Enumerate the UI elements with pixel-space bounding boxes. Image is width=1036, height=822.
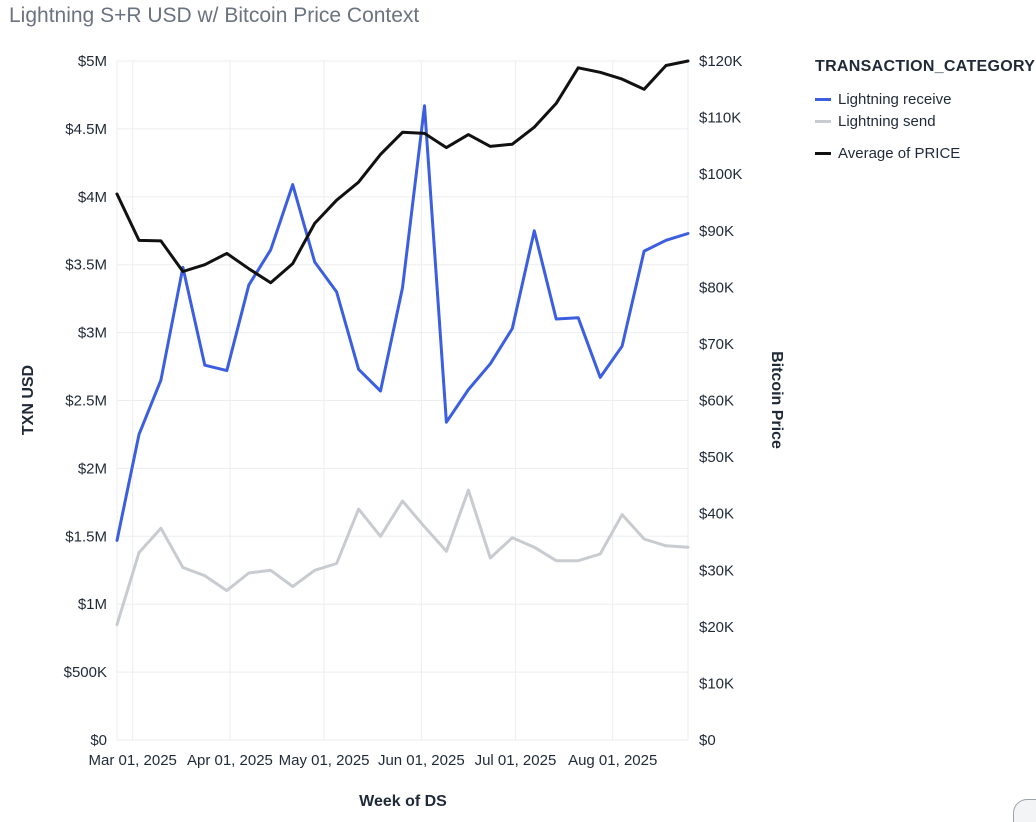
- legend: TRANSACTION_CATEGORY Lightning receive L…: [815, 58, 1035, 164]
- x-tick-label: May 01, 2025: [279, 752, 370, 769]
- x-axis-ticks: Mar 01, 2025 Apr 01, 2025 May 01, 2025 Jun …: [88, 752, 657, 769]
- y2-tick-label: $90K: [699, 223, 734, 240]
- y-axis-title: TXN USD: [20, 365, 37, 435]
- y-tick-label: $1M: [78, 596, 107, 613]
- y-tick-label: $500K: [64, 664, 107, 681]
- y-tick-label: $3M: [78, 325, 107, 342]
- y-tick-label: $4M: [78, 189, 107, 206]
- legend-item-send[interactable]: Lightning send: [815, 110, 1035, 132]
- y2-tick-label: $50K: [699, 449, 734, 466]
- legend-label-price: Average of PRICE: [838, 144, 961, 162]
- y2-tick-label: $110K: [699, 110, 741, 127]
- left-axis-ticks: $0 $500K $1M $1.5M $2M $2.5M $3M $3.5M $4M $4.5M $…: [64, 53, 107, 749]
- y2-tick-label: $0: [699, 732, 716, 749]
- y2-tick-label: $20K: [699, 619, 734, 636]
- corner-toggle-icon[interactable]: [1013, 799, 1036, 822]
- chart-title: Lightning S+R USD w/ Bitcoin Price Conte…: [9, 4, 420, 27]
- legend-item-receive[interactable]: Lightning receive: [815, 88, 1035, 110]
- x-axis-title: Week of DS: [359, 793, 447, 810]
- y2-tick-label: $30K: [699, 562, 734, 579]
- legend-label-receive: Lightning receive: [838, 90, 952, 108]
- series-line-lightning-receive: [115, 104, 690, 542]
- y-tick-label: $0: [90, 732, 107, 749]
- series-group: [115, 59, 690, 627]
- y2-tick-label: $80K: [699, 279, 734, 296]
- y-tick-label: $2M: [78, 460, 107, 477]
- legend-swatch-send: [815, 119, 831, 123]
- legend-swatch-price: [815, 151, 831, 155]
- right-axis-ticks: $0 $10K $20K $30K $40K $50K $60K $70K $80K $90K $1…: [699, 53, 742, 749]
- y2-tick-label: $100K: [699, 166, 742, 183]
- legend-label-send: Lightning send: [838, 112, 936, 130]
- legend-item-price[interactable]: Average of PRICE: [815, 142, 1035, 164]
- y-tick-label: $3.5M: [65, 257, 107, 274]
- y-tick-label: $1.5M: [65, 528, 107, 545]
- series-line-average-of-price: [115, 59, 690, 285]
- gridlines: [116, 60, 689, 741]
- y2-tick-label: $40K: [699, 506, 734, 523]
- x-tick-label: Jul 01, 2025: [475, 752, 557, 769]
- y-tick-label: $2.5M: [65, 393, 107, 410]
- legend-swatch-receive: [815, 97, 831, 101]
- y-tick-label: $5M: [78, 53, 107, 70]
- x-tick-label: Apr 01, 2025: [187, 752, 273, 769]
- x-tick-label: Aug 01, 2025: [568, 752, 657, 769]
- y2-tick-label: $70K: [699, 336, 734, 353]
- y2-tick-label: $60K: [699, 393, 734, 410]
- y2-tick-label: $10K: [699, 675, 734, 692]
- y2-axis-title: Bitcoin Price: [768, 351, 785, 449]
- y2-tick-label: $120K: [699, 53, 742, 70]
- legend-title: TRANSACTION_CATEGORY: [815, 58, 1036, 75]
- series-line-lightning-send: [115, 488, 690, 627]
- y-tick-label: $4.5M: [65, 121, 107, 138]
- x-tick-label: Jun 01, 2025: [378, 752, 465, 769]
- x-tick-label: Mar 01, 2025: [88, 752, 176, 769]
